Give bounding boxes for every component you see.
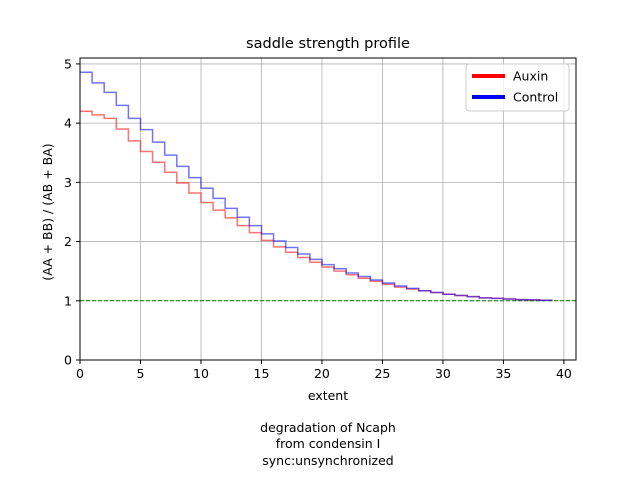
y-tick-label: 3 [64,175,72,190]
x-tick-label: 35 [495,366,511,381]
y-tick-label: 4 [64,116,72,131]
legend: Auxin Control [465,63,570,112]
x-tick-label: 0 [76,366,84,381]
caption-line-1: degradation of Ncaph [260,420,396,435]
x-axis-label: extent [308,388,348,403]
caption-line-3: sync:unsynchronized [262,453,393,468]
x-tick-label: 30 [435,366,451,381]
legend-label-auxin: Auxin [513,69,548,84]
legend-label-control: Control [513,90,558,105]
series-layer [80,71,553,301]
y-axis-label: (AA + BB) / (AB + BA) [40,143,55,280]
x-tick-label: 20 [314,366,330,381]
axis-ticks: 0 5 10 15 20 25 30 35 40 0 1 2 3 4 5 [64,56,572,381]
y-tick-label: 1 [64,293,72,308]
x-tick-label: 10 [193,366,209,381]
x-tick-label: 25 [374,366,390,381]
y-tick-label: 5 [64,56,72,71]
caption-line-2: from condensin I [276,436,381,451]
x-tick-label: 15 [254,366,270,381]
series-line-control [80,71,553,301]
plot-frame [79,57,577,361]
y-tick-label: 2 [64,234,72,249]
x-tick-label: 40 [556,366,572,381]
chart-title: saddle strength profile [246,36,410,52]
x-tick-label: 5 [137,366,145,381]
y-tick-label: 0 [64,353,72,368]
